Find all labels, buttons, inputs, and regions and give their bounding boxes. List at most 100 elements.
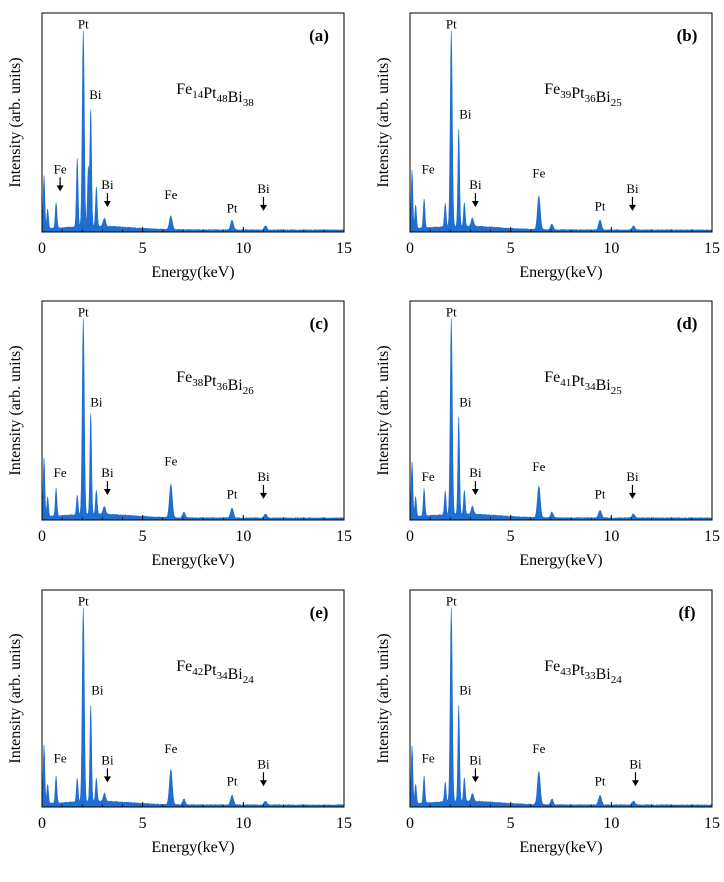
x-tick-label: 0 (38, 815, 46, 832)
x-tick-label: 0 (406, 528, 414, 545)
element-fraction: 38 (243, 97, 255, 109)
x-tick-label: 10 (235, 240, 251, 257)
spectrum-area (41, 30, 345, 233)
peak-label: Fe (422, 750, 435, 765)
panel-label: (a) (309, 26, 329, 45)
peak-label: Bi (459, 107, 472, 122)
peak-label: Pt (227, 774, 238, 789)
x-tick-label: 5 (507, 528, 515, 545)
element-fraction: 34 (217, 670, 229, 682)
element-fraction: 34 (585, 381, 597, 393)
x-tick-label: 5 (139, 815, 147, 832)
element-symbol: Fe (176, 81, 192, 98)
x-tick-label: 5 (139, 240, 147, 257)
composition-label: Fe43Pt33Bi24 (544, 658, 622, 686)
peak-label: Fe (532, 165, 545, 180)
peak-label: Pt (78, 17, 89, 32)
peak-label: Bi (91, 683, 104, 698)
element-fraction: 38 (192, 377, 204, 389)
spectrum-area (409, 31, 713, 233)
panel-label: (b) (677, 26, 698, 45)
x-tick-label: 10 (603, 528, 619, 545)
y-axis-title: Intensity (arb. units) (7, 57, 24, 187)
plot-frame (409, 589, 713, 808)
element-symbol: Pt (571, 373, 585, 390)
x-tick-label: 15 (704, 240, 720, 257)
element-symbol: Fe (176, 369, 192, 386)
spectrum-area (41, 607, 345, 808)
arrowhead-icon (103, 776, 111, 783)
element-fraction: 43 (560, 666, 572, 678)
x-axis-title: Energy(keV) (519, 264, 602, 281)
element-symbol: Fe (176, 658, 192, 675)
element-symbol: Pt (203, 85, 217, 102)
x-tick-label: 15 (704, 528, 720, 545)
panel-label: (c) (310, 314, 329, 333)
arrowhead-icon (259, 492, 267, 499)
y-axis-title: Intensity (arb. units) (375, 57, 392, 187)
peak-label: Pt (446, 17, 457, 32)
peak-label: Fe (54, 750, 67, 765)
x-tick-label: 0 (406, 815, 414, 832)
x-tick-label: 10 (603, 815, 619, 832)
element-symbol: Fe (544, 658, 560, 675)
spectrum-area (409, 318, 713, 521)
panel-f: 0 5 10 15 Energy(keV) Intensity (arb. units) (… (375, 589, 720, 856)
arrowhead-icon (471, 488, 479, 495)
y-axis-title: Intensity (arb. units) (375, 345, 392, 475)
peak-label: Pt (446, 594, 457, 609)
element-symbol: Pt (203, 662, 217, 679)
peak-label: Pt (595, 774, 606, 789)
arrowhead-icon (103, 488, 111, 495)
y-axis-title: Intensity (arb. units) (7, 633, 24, 763)
panel-label: (d) (677, 314, 698, 333)
peak-label: Fe (164, 453, 177, 468)
element-symbol: Bi (596, 89, 612, 106)
arrowhead-icon (103, 200, 111, 207)
peak-label: Pt (446, 305, 457, 320)
element-fraction: 26 (243, 385, 255, 397)
arrowhead-icon (471, 200, 479, 207)
x-tick-label: 0 (406, 240, 414, 257)
element-symbol: Pt (571, 662, 585, 679)
peak-label: Bi (629, 756, 642, 771)
element-symbol: Pt (571, 85, 585, 102)
x-axis-title: Energy(keV) (519, 552, 602, 569)
arrowhead-icon (471, 776, 479, 783)
arrowhead-icon (259, 780, 267, 787)
x-tick-label: 10 (235, 815, 251, 832)
y-axis-title: Intensity (arb. units) (375, 633, 392, 763)
plot-frame (41, 12, 345, 233)
x-tick-label: 0 (38, 528, 46, 545)
peak-label: Bi (459, 395, 472, 410)
peak-label: Pt (227, 486, 238, 501)
x-tick-label: 5 (139, 528, 147, 545)
peak-label: Bi (469, 177, 482, 192)
element-fraction: 48 (217, 93, 229, 105)
panel-a: 0 5 10 15 Energy(keV) Intensity (arb. units) (… (7, 12, 352, 281)
panel-c: 0 5 10 15 Energy(keV) Intensity (arb. units) (… (7, 300, 352, 569)
peak-label: Bi (89, 87, 102, 102)
x-tick-label: 10 (603, 240, 619, 257)
element-fraction: 24 (611, 674, 623, 686)
element-fraction: 25 (611, 97, 623, 109)
element-symbol: Bi (228, 377, 244, 394)
peak-label: Pt (227, 200, 238, 215)
peak-label: Pt (78, 305, 89, 320)
composition-label: Fe14Pt48Bi38 (176, 81, 254, 109)
panel-b: 0 5 10 15 Energy(keV) Intensity (arb. units) (… (375, 12, 720, 281)
peak-label: Bi (90, 395, 103, 410)
peak-label: Bi (257, 469, 270, 484)
peak-label: Pt (78, 594, 89, 609)
arrowhead-icon (628, 204, 636, 211)
composition-label: Fe39Pt36Bi25 (544, 81, 622, 109)
element-symbol: Bi (596, 377, 612, 394)
x-axis-title: Energy(keV) (519, 839, 602, 856)
element-fraction: 41 (560, 377, 571, 389)
element-fraction: 14 (192, 89, 204, 101)
peak-label: Bi (101, 752, 114, 767)
peak-label: Fe (532, 741, 545, 756)
composition-label: Fe38Pt36Bi26 (176, 369, 254, 397)
